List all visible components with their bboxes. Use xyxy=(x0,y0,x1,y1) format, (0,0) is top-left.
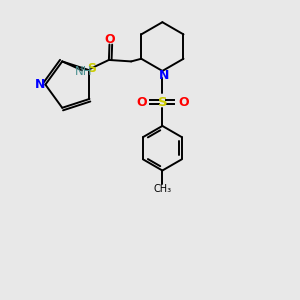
Text: O: O xyxy=(178,96,188,109)
Text: N: N xyxy=(35,78,45,91)
Text: O: O xyxy=(104,33,115,46)
Text: CH₃: CH₃ xyxy=(153,184,171,194)
Text: N: N xyxy=(159,69,169,82)
Text: NH: NH xyxy=(75,65,92,78)
Text: S: S xyxy=(87,62,96,75)
Text: S: S xyxy=(158,96,167,109)
Text: O: O xyxy=(136,96,147,109)
